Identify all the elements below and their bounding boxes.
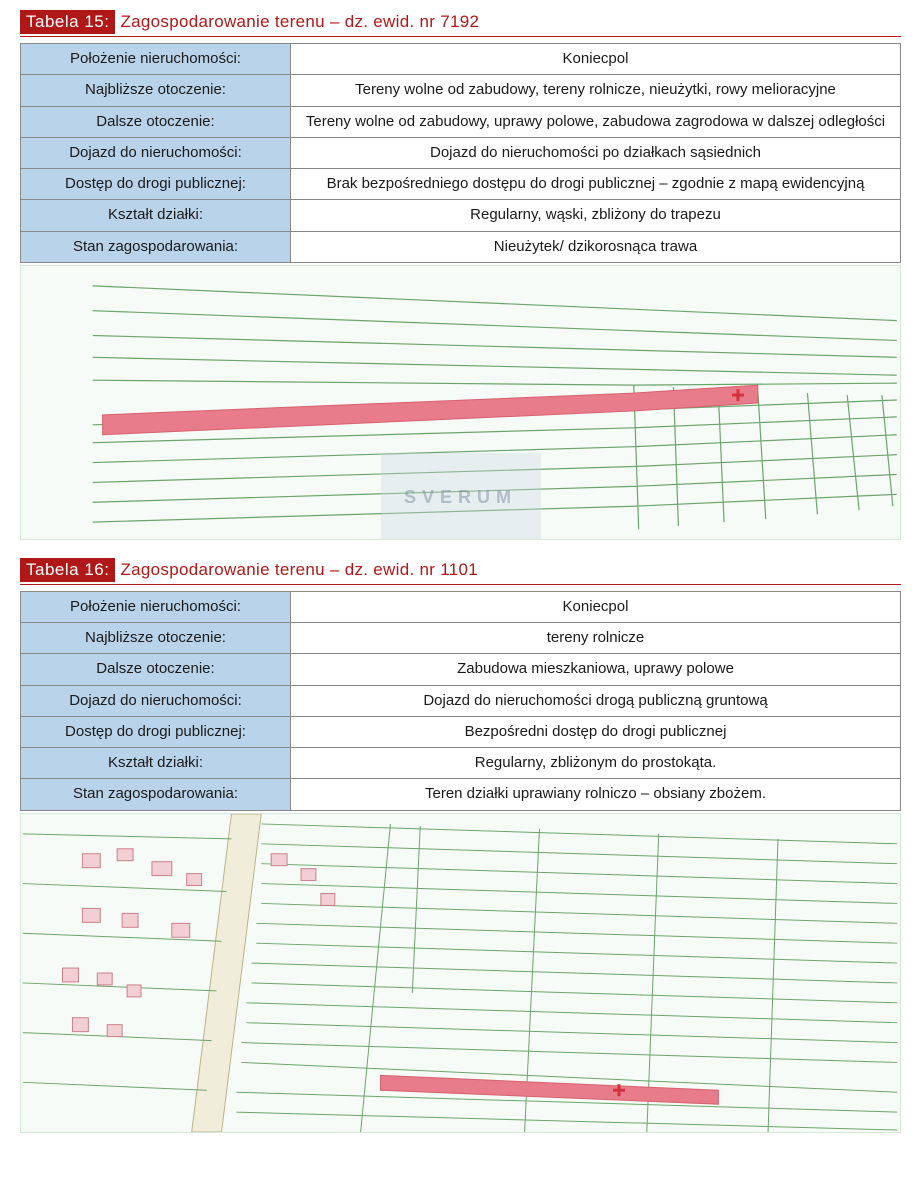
table-val: Dojazd do nieruchomości po działkach sąs…	[291, 137, 901, 168]
table-key: Położenie nieruchomości:	[21, 44, 291, 75]
table-key: Dostęp do drogi publicznej:	[21, 169, 291, 200]
property-table-16: Położenie nieruchomości:KoniecpolNajbliż…	[20, 591, 901, 811]
table-row: Dalsze otoczenie:Zabudowa mieszkaniowa, …	[21, 654, 901, 685]
table-val: Tereny wolne od zabudowy, tereny rolnicz…	[291, 75, 901, 106]
table-row: Najbliższe otoczenie:Tereny wolne od zab…	[21, 75, 901, 106]
table-row: Dalsze otoczenie:Tereny wolne od zabudow…	[21, 106, 901, 137]
table-row: Położenie nieruchomości:Koniecpol	[21, 591, 901, 622]
table-key: Położenie nieruchomości:	[21, 591, 291, 622]
table-row: Kształt działki:Regularny, zbliżonym do …	[21, 748, 901, 779]
table-val: Regularny, wąski, zbliżony do trapezu	[291, 200, 901, 231]
title-row-16: Tabela 16: Zagospodarowanie terenu – dz.…	[20, 558, 901, 585]
table-key: Dostęp do drogi publicznej:	[21, 716, 291, 747]
table-key: Dojazd do nieruchomości:	[21, 137, 291, 168]
table-row: Kształt działki:Regularny, wąski, zbliżo…	[21, 200, 901, 231]
table-row: Stan zagospodarowania:Nieużytek/ dzikoro…	[21, 231, 901, 262]
table-key: Dojazd do nieruchomości:	[21, 685, 291, 716]
title-underline-15	[20, 36, 901, 37]
table-val: Nieużytek/ dzikorosnąca trawa	[291, 231, 901, 262]
table-row: Dojazd do nieruchomości:Dojazd do nieruc…	[21, 685, 901, 716]
table-val: Regularny, zbliżonym do prostokąta.	[291, 748, 901, 779]
table-key: Kształt działki:	[21, 748, 291, 779]
table-row: Położenie nieruchomości:Koniecpol	[21, 44, 901, 75]
title-badge-16: Tabela 16:	[20, 558, 115, 582]
cadastral-map-1101	[20, 813, 901, 1133]
section-table-15: Tabela 15: Zagospodarowanie terenu – dz.…	[20, 10, 901, 540]
title-underline-16	[20, 584, 901, 585]
table-val: Koniecpol	[291, 591, 901, 622]
table-val: Koniecpol	[291, 44, 901, 75]
table-key: Kształt działki:	[21, 200, 291, 231]
table-row: Stan zagospodarowania:Teren działki upra…	[21, 779, 901, 810]
cadastral-map-7192: SVERUM	[20, 265, 901, 540]
table-val: Zabudowa mieszkaniowa, uprawy polowe	[291, 654, 901, 685]
watermark: SVERUM	[381, 453, 541, 540]
table-val: Tereny wolne od zabudowy, uprawy polowe,…	[291, 106, 901, 137]
table-val: Teren działki uprawiany rolniczo – obsia…	[291, 779, 901, 810]
table-val: Dojazd do nieruchomości drogą publiczną …	[291, 685, 901, 716]
table-val: tereny rolnicze	[291, 623, 901, 654]
title-badge-15: Tabela 15:	[20, 10, 115, 34]
table-val: Bezpośredni dostęp do drogi publicznej	[291, 716, 901, 747]
table-row: Dostęp do drogi publicznej:Brak bezpośre…	[21, 169, 901, 200]
table-row: Dojazd do nieruchomości:Dojazd do nieruc…	[21, 137, 901, 168]
table-key: Stan zagospodarowania:	[21, 231, 291, 262]
table-key: Najbliższe otoczenie:	[21, 75, 291, 106]
title-text-15: Zagospodarowanie terenu – dz. ewid. nr 7…	[115, 12, 479, 31]
title-text-16: Zagospodarowanie terenu – dz. ewid. nr 1…	[115, 560, 478, 579]
table-key: Dalsze otoczenie:	[21, 106, 291, 137]
property-table-15: Położenie nieruchomości:KoniecpolNajbliż…	[20, 43, 901, 263]
table-val: Brak bezpośredniego dostępu do drogi pub…	[291, 169, 901, 200]
table-key: Stan zagospodarowania:	[21, 779, 291, 810]
section-table-16: Tabela 16: Zagospodarowanie terenu – dz.…	[20, 558, 901, 1133]
table-row: Najbliższe otoczenie:tereny rolnicze	[21, 623, 901, 654]
table-key: Dalsze otoczenie:	[21, 654, 291, 685]
table-row: Dostęp do drogi publicznej:Bezpośredni d…	[21, 716, 901, 747]
title-row-15: Tabela 15: Zagospodarowanie terenu – dz.…	[20, 10, 901, 37]
table-key: Najbliższe otoczenie:	[21, 623, 291, 654]
